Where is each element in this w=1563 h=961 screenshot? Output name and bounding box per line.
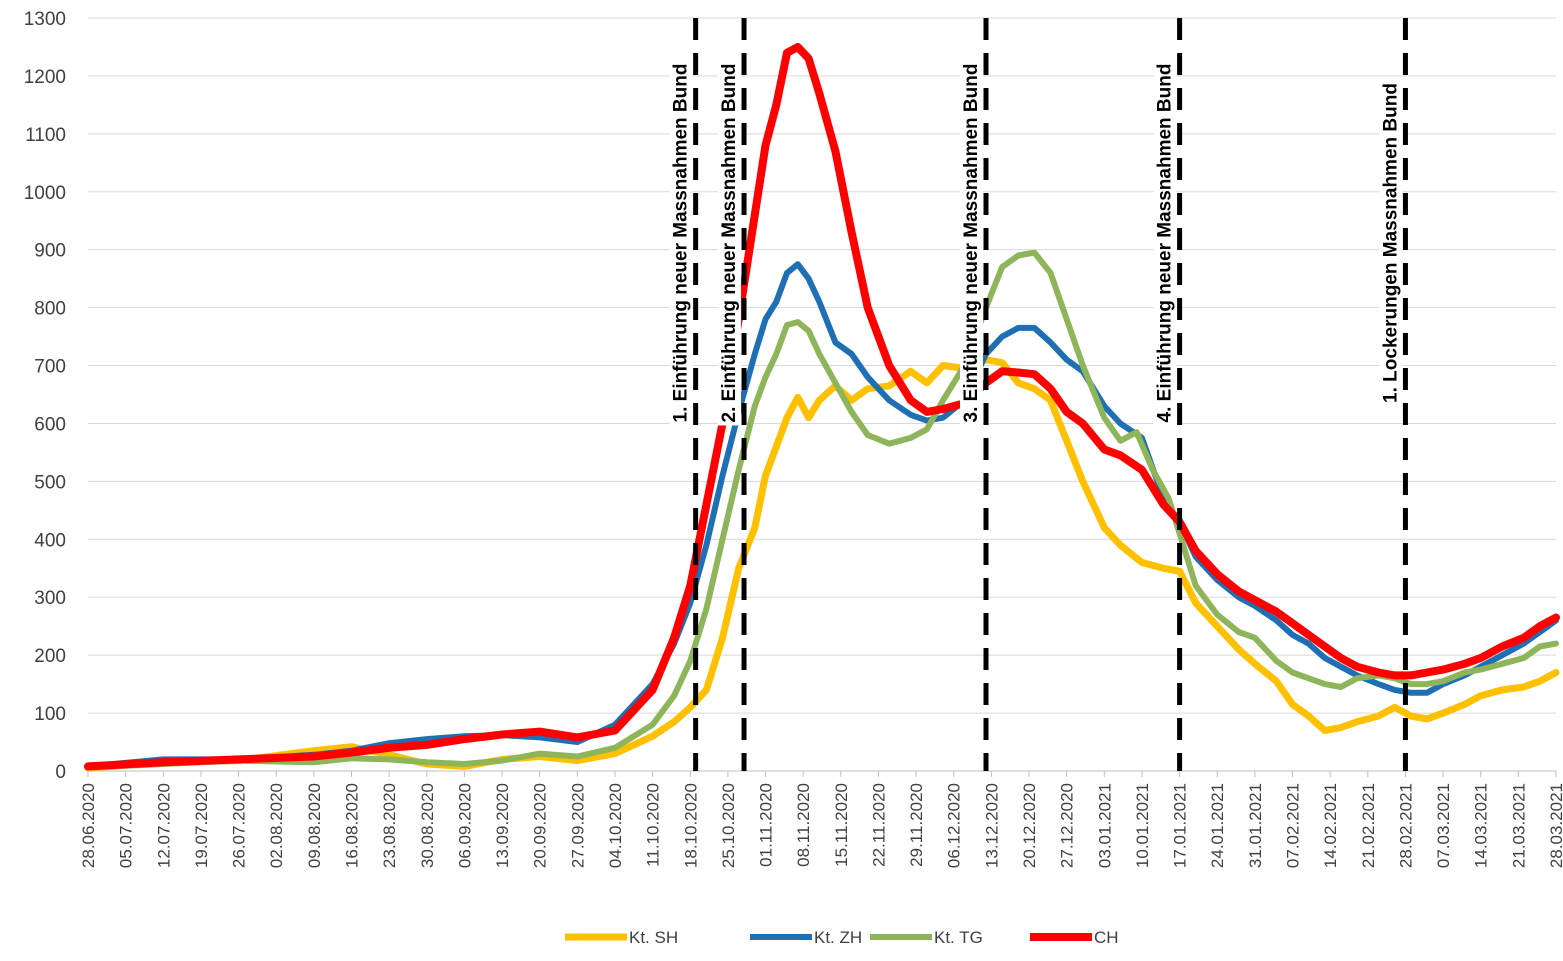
x-tick-label: 15.11.2020 — [832, 783, 851, 867]
x-tick-label: 06.09.2020 — [455, 783, 474, 868]
x-tick-label: 13.09.2020 — [493, 783, 512, 868]
x-tick-label: 17.01.2021 — [1171, 783, 1190, 868]
annotation-label: 1. Lockerungen Massnahmen Bund — [1380, 83, 1401, 403]
legend-label: CH — [1094, 928, 1119, 947]
series-line-kt-sh — [84, 356, 1560, 772]
x-tick-label: 31.01.2021 — [1246, 783, 1265, 868]
x-tick-label: 08.11.2020 — [794, 783, 813, 867]
y-tick-label: 1100 — [25, 125, 66, 146]
x-tick-label: 20.09.2020 — [531, 783, 550, 868]
y-axis: 0 100 200 300 400 500 600 700 800 900 1000 1100 1200… — [24, 9, 66, 783]
y-tick-label: 800 — [34, 299, 66, 320]
x-tick-label: 10.01.2021 — [1133, 783, 1152, 868]
y-tick-label: 500 — [34, 472, 66, 493]
x-tick-label: 12.07.2020 — [154, 783, 173, 868]
series-line-kt-zh — [85, 261, 1559, 770]
annotation-label-background — [718, 60, 742, 426]
annotation-label-background — [960, 60, 984, 426]
series-line-ch — [84, 43, 1560, 771]
gridlines — [88, 17, 1556, 772]
series-lines — [84, 43, 1560, 772]
x-tick-label: 05.07.2020 — [117, 783, 136, 868]
legend-label: Kt. SH — [629, 928, 678, 947]
x-tick-label: 20.12.2020 — [1020, 783, 1039, 868]
y-tick-label: 900 — [34, 241, 66, 262]
x-tick-label: 07.02.2021 — [1284, 783, 1303, 868]
x-tick-label: 28.02.2021 — [1396, 783, 1415, 868]
x-tick-label: 19.07.2020 — [192, 783, 211, 868]
x-tick-label: 13.12.2020 — [982, 783, 1001, 868]
x-tick-label: 29.11.2020 — [907, 783, 926, 867]
x-tick-label: 07.03.2021 — [1434, 783, 1453, 868]
x-tick-label: 23.08.2020 — [380, 783, 399, 868]
annotations: 1. Einführung neuer Massnahmen Bund 2. Ei… — [669, 18, 1408, 771]
legend-label: Kt. ZH — [814, 928, 862, 947]
x-axis: 28.06.2020 05.07.2020 12.07.2020 19.07.2020… — [79, 770, 1563, 868]
x-tick-label: 27.09.2020 — [568, 783, 587, 868]
x-tick-label: 06.12.2020 — [945, 783, 964, 868]
x-tick-label: 22.11.2020 — [869, 783, 888, 867]
x-tick-label: 09.08.2020 — [305, 783, 324, 868]
y-tick-label: 600 — [34, 414, 66, 435]
x-tick-label: 14.02.2021 — [1321, 783, 1340, 868]
x-tick-label: 14.03.2021 — [1472, 783, 1491, 868]
x-tick-label: 24.01.2021 — [1208, 783, 1227, 868]
x-tick-label: 01.11.2020 — [757, 783, 776, 867]
y-tick-label: 300 — [34, 588, 66, 609]
x-tick-label: 28.06.2020 — [79, 783, 98, 868]
x-tick-label: 27.12.2020 — [1058, 783, 1077, 868]
x-tick-label: 28.03.2021 — [1547, 783, 1563, 868]
x-tick-label: 21.03.2021 — [1509, 783, 1528, 868]
legend: Kt. SH Kt. ZH Kt. TG CH — [565, 928, 1119, 947]
series-line-kt-tg — [85, 249, 1559, 771]
y-tick-label: 400 — [34, 530, 66, 551]
legend-label: Kt. TG — [934, 928, 983, 947]
x-tick-label: 26.07.2020 — [230, 783, 249, 868]
y-tick-label: 1000 — [24, 183, 66, 204]
y-tick-label: 0 — [55, 762, 66, 783]
annotation-label: 2. Einführung neuer Massnahmen Bund — [719, 64, 740, 423]
x-tick-label: 25.10.2020 — [719, 783, 738, 868]
annotation-label: 4. Einführung neuer Massnahmen Bund — [1155, 64, 1176, 423]
x-tick-label: 04.10.2020 — [606, 783, 625, 868]
x-tick-label: 02.08.2020 — [267, 783, 286, 868]
x-tick-label: 16.08.2020 — [342, 783, 361, 868]
y-tick-label: 100 — [34, 704, 66, 725]
y-tick-label: 200 — [34, 646, 66, 667]
x-tick-label: 11.10.2020 — [644, 783, 663, 867]
x-tick-label: 21.02.2021 — [1359, 783, 1378, 868]
x-tick-label: 18.10.2020 — [681, 783, 700, 868]
annotation-label: 1. Einführung neuer Massnahmen Bund — [671, 64, 692, 423]
annotation-label: 3. Einführung neuer Massnahmen Bund — [961, 64, 982, 423]
annotation-label-background — [1153, 60, 1177, 426]
annotation-label-background — [669, 60, 693, 426]
y-tick-label: 700 — [34, 357, 66, 378]
y-tick-label: 1300 — [24, 9, 66, 30]
y-tick-label: 1200 — [24, 67, 66, 88]
annotation-label-background — [1379, 80, 1403, 406]
x-tick-label: 03.01.2021 — [1095, 783, 1114, 868]
x-tick-label: 30.08.2020 — [418, 783, 437, 868]
